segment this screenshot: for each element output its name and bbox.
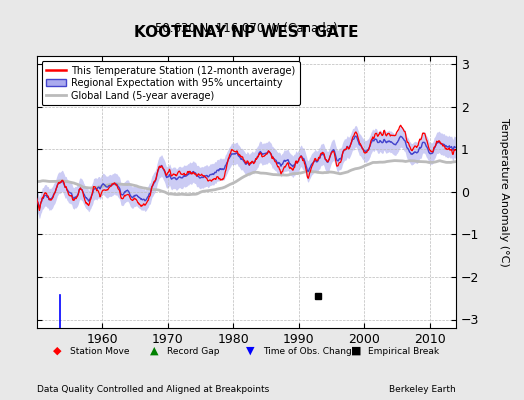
Text: ◆: ◆ bbox=[53, 346, 62, 356]
Text: Station Move: Station Move bbox=[70, 346, 130, 356]
Title: KOOTENAY NP WEST GATE: KOOTENAY NP WEST GATE bbox=[134, 24, 358, 40]
Text: Record Gap: Record Gap bbox=[167, 346, 219, 356]
Y-axis label: Temperature Anomaly (°C): Temperature Anomaly (°C) bbox=[498, 118, 509, 266]
Text: ▼: ▼ bbox=[246, 346, 255, 356]
Text: ▲: ▲ bbox=[150, 346, 158, 356]
Text: 50.630 N, 116.070 W (Canada): 50.630 N, 116.070 W (Canada) bbox=[155, 22, 337, 35]
Text: Empirical Break: Empirical Break bbox=[368, 346, 439, 356]
Text: Data Quality Controlled and Aligned at Breakpoints: Data Quality Controlled and Aligned at B… bbox=[37, 386, 269, 394]
Text: Time of Obs. Change: Time of Obs. Change bbox=[263, 346, 357, 356]
Text: ■: ■ bbox=[351, 346, 362, 356]
Legend: This Temperature Station (12-month average), Regional Expectation with 95% uncer: This Temperature Station (12-month avera… bbox=[41, 61, 300, 106]
Text: Berkeley Earth: Berkeley Earth bbox=[389, 386, 456, 394]
